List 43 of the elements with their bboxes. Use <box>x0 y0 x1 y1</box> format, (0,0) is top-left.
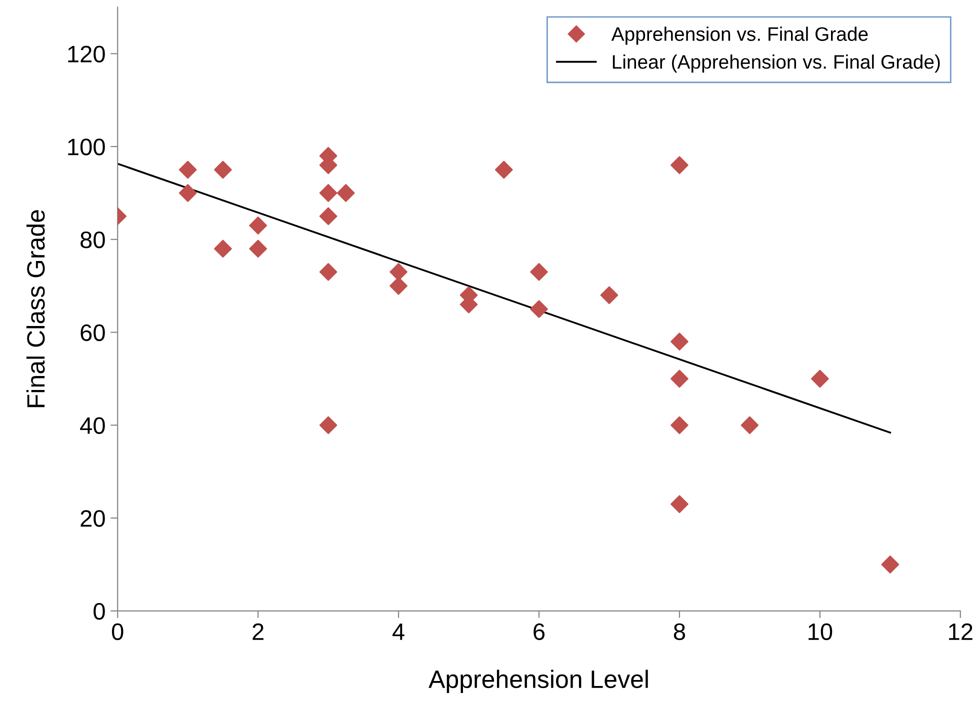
legend-label: Linear (Apprehension vs. Final Grade) <box>612 54 940 73</box>
point <box>600 286 618 304</box>
point <box>319 184 338 202</box>
x-tick-label: 6 <box>534 623 545 640</box>
point <box>740 416 759 434</box>
point <box>214 240 232 258</box>
point <box>319 207 338 226</box>
x-tick-label: 0 <box>112 623 124 640</box>
point <box>390 276 408 295</box>
x-tick-label: 2 <box>252 623 264 640</box>
point <box>249 216 267 234</box>
point <box>494 160 513 179</box>
point <box>670 416 688 434</box>
point <box>670 332 688 350</box>
point <box>881 556 900 574</box>
x-axis-title: Apprehension Level <box>428 670 648 694</box>
y-tick-label: 120 <box>68 46 105 62</box>
point <box>336 184 355 202</box>
legend-label: Apprehension vs. Final Grade <box>611 26 868 45</box>
x-tick-label: 10 <box>808 623 832 640</box>
point <box>319 416 338 434</box>
x-tick-label: 12 <box>949 623 972 640</box>
point <box>390 263 408 281</box>
y-axis-title: Final Class Grade <box>26 210 45 408</box>
point <box>811 370 829 388</box>
point <box>249 240 267 258</box>
point <box>670 495 688 514</box>
point <box>530 300 548 318</box>
x-tick-label: 4 <box>392 624 404 640</box>
point <box>530 263 548 281</box>
point <box>178 160 197 179</box>
y-tick-label: 60 <box>80 324 105 342</box>
point <box>319 263 338 281</box>
y-tick-label: 20 <box>80 510 105 527</box>
point <box>178 184 197 202</box>
y-tick-label: 100 <box>68 138 105 156</box>
x-tick-label: 8 <box>674 623 686 640</box>
point <box>214 160 232 179</box>
y-tick-label: 40 <box>80 417 105 434</box>
point <box>670 370 688 388</box>
point <box>670 156 688 174</box>
y-tick-label: 80 <box>80 231 105 248</box>
y-tick-label: 0 <box>94 603 105 620</box>
